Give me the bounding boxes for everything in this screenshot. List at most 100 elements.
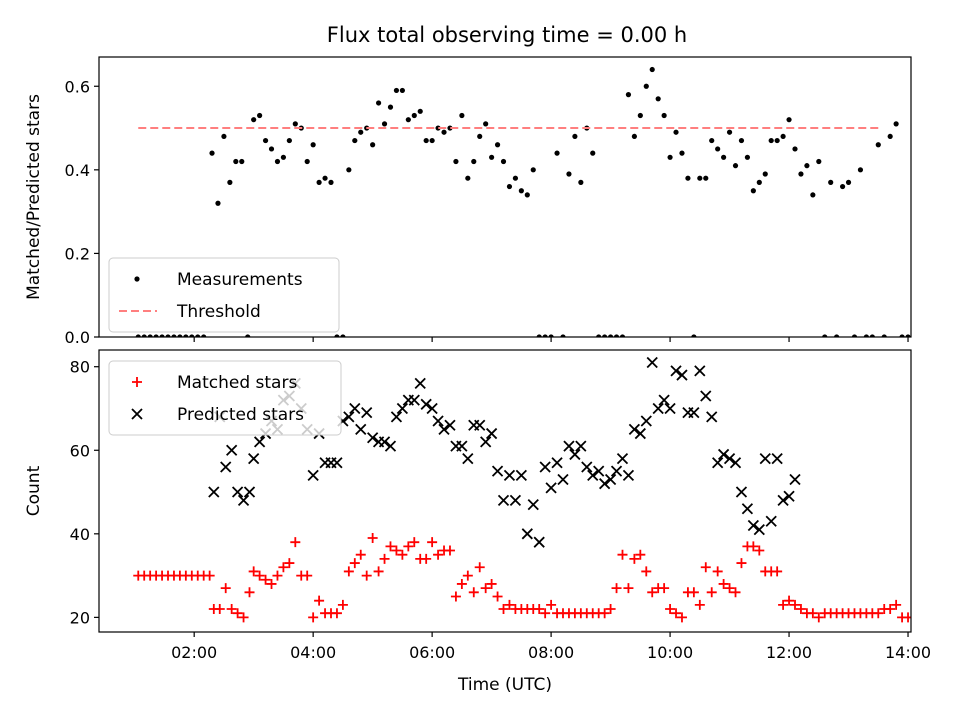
measurement-point: [602, 334, 608, 337]
predicted-stars-point: [243, 486, 256, 498]
measurement-point: [839, 183, 846, 190]
predicted-stars-point: [444, 419, 456, 431]
y-tick-label: 0.2: [65, 244, 90, 263]
predicted-stars-point: [331, 457, 343, 469]
predicted-stars-point: [253, 436, 266, 448]
predicted-stars-point: [497, 494, 510, 507]
measurement-point: [183, 334, 189, 337]
measurement-point: [667, 154, 673, 160]
predicted-stars-point: [237, 494, 250, 507]
measurement-point: [845, 179, 852, 185]
matched-stars-point: [754, 545, 765, 556]
predicted-stars-point: [658, 394, 670, 406]
predicted-stars-point: [226, 444, 238, 456]
matched-stars-point: [421, 553, 432, 564]
predicted-stars-point: [777, 494, 789, 507]
matched-stars-point: [248, 566, 259, 577]
measurement-point: [893, 121, 899, 127]
matched-stars-point: [671, 608, 682, 619]
matched-stars-point: [302, 570, 313, 581]
matched-stars-point: [795, 604, 806, 615]
measurement-point: [159, 334, 165, 337]
matched-stars-point: [409, 537, 420, 548]
y-tick-label: 40: [70, 525, 90, 544]
measurement-point: [165, 334, 171, 337]
matched-stars-point: [480, 583, 491, 594]
plot-marks: [133, 356, 911, 623]
predicted-stars-point: [361, 407, 373, 419]
matched-stars-point: [724, 583, 735, 594]
measurement-point: [697, 175, 703, 181]
matched-stars-point: [813, 612, 824, 623]
predicted-stars-point: [367, 432, 379, 444]
measurement-point: [304, 158, 310, 165]
measurement-point: [405, 117, 411, 123]
predicted-stars-point: [747, 519, 759, 532]
matched-stars-point: [433, 549, 444, 560]
measurement-point: [798, 171, 804, 177]
measurement-point: [631, 133, 637, 140]
measurement-point: [429, 137, 435, 144]
measurement-point: [411, 112, 417, 119]
measurement-point: [851, 334, 858, 337]
measurement-point: [709, 137, 715, 144]
matched-stars-point: [361, 570, 372, 581]
matched-stars-point: [629, 553, 640, 564]
measurement-point: [613, 334, 620, 337]
legend-label: Threshold: [176, 302, 261, 322]
measurement-point: [286, 137, 292, 144]
predicted-stars-point: [783, 490, 795, 502]
measurement-point: [572, 133, 578, 140]
measurement-point: [738, 137, 745, 144]
measurement-point: [590, 150, 596, 156]
predicted-stars-point: [539, 461, 551, 473]
matched-stars-point: [599, 608, 610, 619]
predicted-stars-point: [694, 365, 706, 377]
measurement-point: [262, 137, 269, 144]
measurement-point: [685, 175, 691, 181]
predicted-stars-point: [593, 465, 605, 477]
axes-frame: [98, 56, 912, 338]
x-tick-label: 08:00: [528, 643, 574, 662]
matched-stars-point: [498, 604, 509, 615]
measurement-point: [619, 334, 626, 337]
predicted-stars-point: [208, 486, 220, 498]
matched-stars-point: [611, 583, 622, 594]
predicted-stars-point: [349, 402, 361, 415]
predicted-stars-point: [664, 402, 676, 415]
predicted-stars-point: [426, 402, 438, 415]
matched-stars-point: [492, 591, 503, 602]
chart-title: Flux total observing time = 0.00 h: [327, 23, 687, 47]
measurement-point: [435, 125, 441, 131]
predicted-stars-point: [563, 440, 575, 452]
measurement-point: [554, 150, 560, 156]
matched-stars-point: [694, 599, 705, 610]
predicted-stars-point: [432, 415, 444, 427]
matched-stars-point: [204, 570, 215, 581]
matched-stars-point: [807, 608, 818, 619]
predicted-stars-point: [438, 423, 450, 436]
measurement-point: [881, 334, 887, 337]
matched-stars-point: [748, 541, 759, 552]
measurement-point: [292, 121, 298, 127]
measurement-point: [268, 146, 275, 152]
matched-stars-point: [706, 587, 717, 598]
predicted-stars-point: [634, 427, 646, 440]
matched-stars-point: [232, 608, 243, 619]
measurement-point: [661, 112, 667, 119]
measurement-point: [135, 334, 141, 337]
matched-stars-point: [444, 545, 455, 556]
measurement-point: [387, 104, 394, 110]
measurement-point: [524, 192, 530, 198]
predicted-stars-point: [700, 390, 712, 402]
x-tick-label: 06:00: [409, 643, 455, 662]
measurement-point: [578, 179, 584, 185]
measurement-point: [245, 334, 251, 337]
x-tick-label: 02:00: [171, 643, 217, 662]
legend-label: Measurements: [177, 270, 303, 290]
measurement-point: [774, 137, 780, 144]
matched-stars-point: [343, 566, 354, 577]
measurement-point: [352, 137, 358, 144]
matched-stars-point: [272, 570, 283, 581]
matched-stars-point: [220, 583, 231, 594]
